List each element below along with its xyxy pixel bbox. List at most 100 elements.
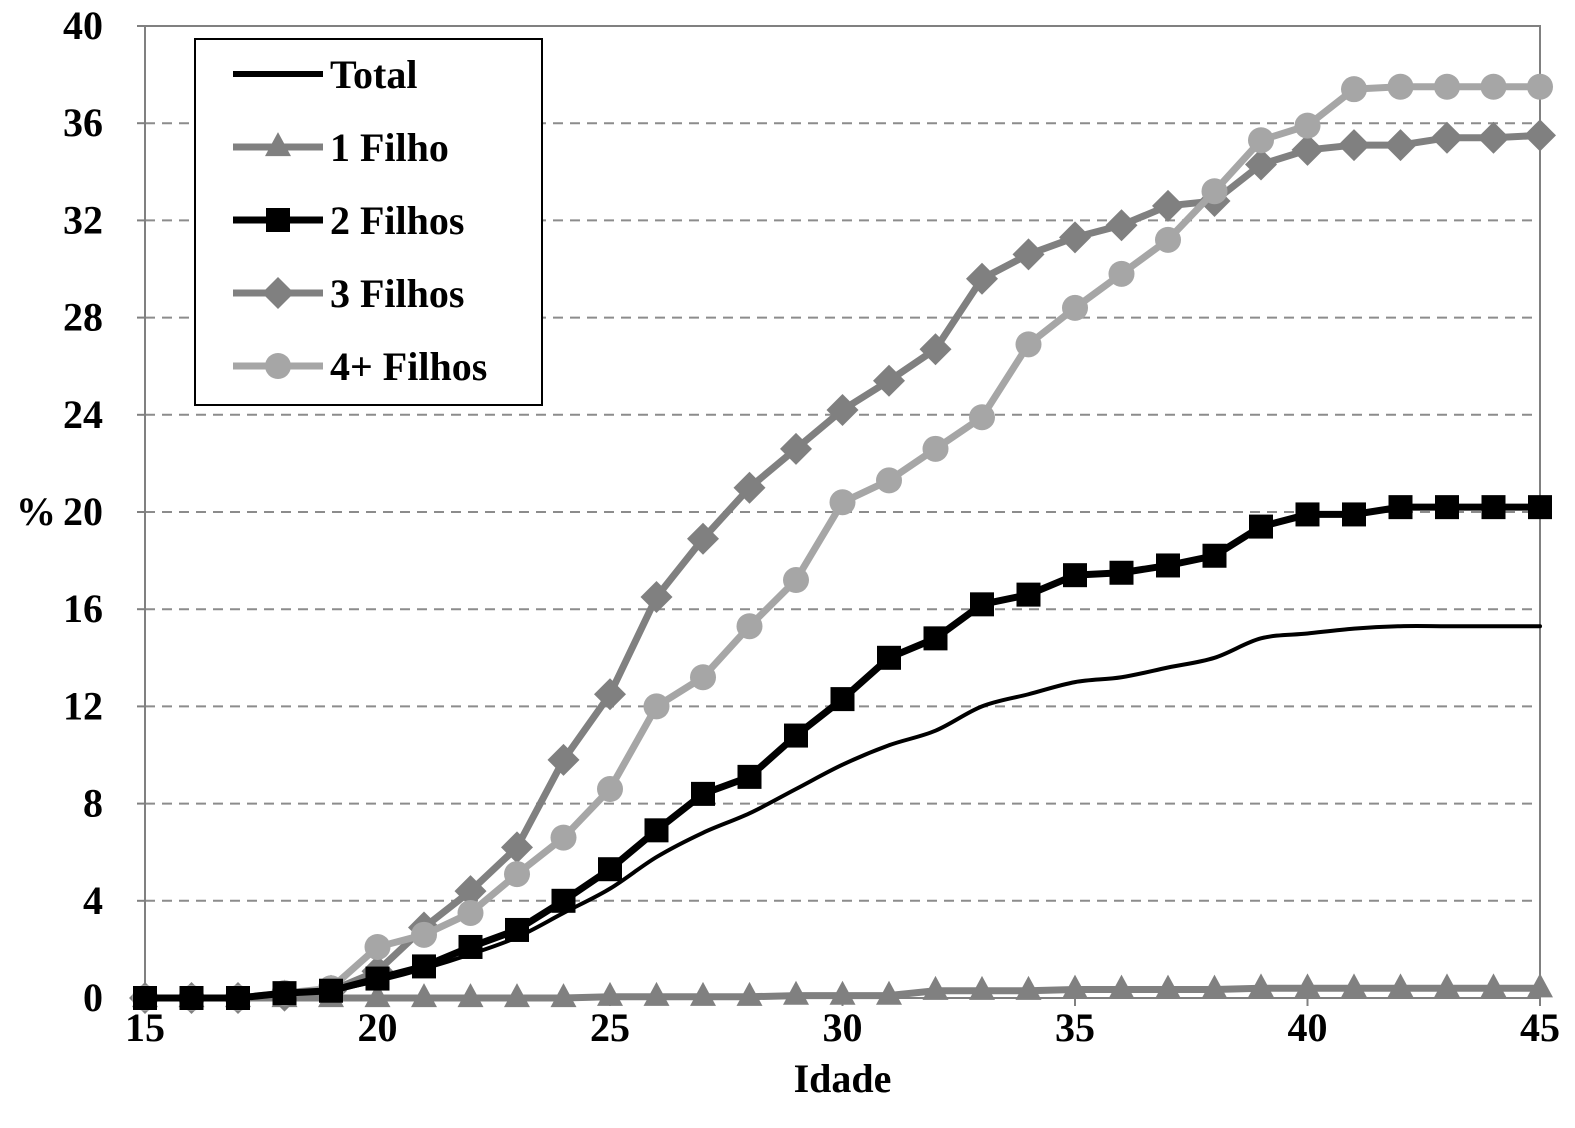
y-tick-label: 32 bbox=[63, 197, 103, 242]
data-point-1-filho-40 bbox=[1294, 973, 1321, 998]
data-point-3-filhos-34 bbox=[1012, 238, 1045, 271]
data-point-2-filhos-28 bbox=[737, 764, 762, 789]
y-tick-label: 0 bbox=[83, 975, 103, 1020]
x-tick-label: 20 bbox=[358, 1005, 398, 1050]
data-point-3-filhos-37 bbox=[1152, 189, 1184, 222]
data-point-2-filhos-21 bbox=[412, 954, 436, 979]
data-point-3-filhos-42 bbox=[1384, 129, 1417, 162]
data-point-1-filho-39 bbox=[1248, 973, 1274, 998]
data-point-3-filhos-32 bbox=[919, 333, 952, 366]
data-point-4plus-filhos-28 bbox=[736, 613, 763, 640]
data-point-1-filho-36 bbox=[1108, 974, 1135, 999]
y-tick-label: 8 bbox=[83, 781, 103, 826]
data-point-4plus-filhos-40 bbox=[1294, 112, 1321, 139]
data-point-2-filhos-34 bbox=[1016, 582, 1041, 607]
y-tick-label: 20 bbox=[63, 489, 103, 534]
data-point-2-filhos-18 bbox=[272, 981, 297, 1006]
data-point-1-filho-31 bbox=[876, 980, 902, 1005]
legend-marker-circle bbox=[265, 353, 291, 379]
data-point-3-filhos-28 bbox=[733, 471, 766, 504]
data-point-1-filho-24 bbox=[550, 983, 577, 1008]
series-total bbox=[143, 624, 1542, 1001]
data-point-4plus-filhos-42 bbox=[1387, 73, 1414, 100]
legend-label: 2 Filhos bbox=[330, 198, 464, 243]
data-point-4plus-filhos-29 bbox=[783, 567, 809, 594]
y-axis-ticks: 0 4 8 12 16 20 24 28 32 36 40 bbox=[63, 3, 145, 1020]
data-point-4plus-filhos-31 bbox=[876, 467, 902, 494]
data-point-2-filhos-29 bbox=[784, 723, 808, 748]
data-point-3-filhos-40 bbox=[1291, 133, 1324, 166]
data-point-4plus-filhos-38 bbox=[1201, 178, 1228, 205]
legend-marker-diamond bbox=[262, 277, 294, 309]
data-point-2-filhos-39 bbox=[1249, 514, 1273, 539]
legend-marker-triangle bbox=[265, 132, 291, 157]
series-line-total bbox=[143, 624, 1542, 1001]
data-point-1-filho-43 bbox=[1434, 973, 1460, 998]
data-point-4plus-filhos-27 bbox=[690, 664, 716, 691]
data-point-4plus-filhos-30 bbox=[829, 489, 856, 516]
data-point-2-filhos-33 bbox=[970, 592, 994, 617]
legend: Total 1 Filho 2 Filhos 3 Filhos 4+ Filhos bbox=[194, 38, 543, 406]
legend-label: 3 Filhos bbox=[330, 271, 464, 316]
data-point-2-filhos-23 bbox=[505, 917, 529, 942]
series-2-filhos bbox=[133, 495, 1552, 1010]
data-point-3-filhos-39 bbox=[1245, 148, 1277, 181]
data-point-3-filhos-41 bbox=[1338, 129, 1370, 162]
data-point-1-filho-27 bbox=[690, 981, 716, 1006]
data-point-1-filho-21 bbox=[411, 983, 437, 1008]
data-point-3-filhos-27 bbox=[687, 522, 719, 555]
legend-marker-square bbox=[266, 208, 290, 232]
data-point-2-filhos-15 bbox=[133, 986, 157, 1010]
x-tick-label: 40 bbox=[1288, 1005, 1328, 1050]
data-point-4plus-filhos-23 bbox=[504, 861, 530, 888]
data-point-2-filhos-27 bbox=[691, 781, 715, 806]
data-point-3-filhos-24 bbox=[547, 743, 580, 776]
data-point-1-filho-23 bbox=[504, 983, 530, 1008]
data-point-1-filho-37 bbox=[1155, 974, 1181, 999]
data-point-2-filhos-17 bbox=[226, 986, 250, 1010]
data-point-4plus-filhos-24 bbox=[550, 824, 577, 851]
legend-label: Total bbox=[330, 52, 417, 97]
data-point-1-filho-30 bbox=[829, 980, 856, 1005]
data-point-3-filhos-43 bbox=[1431, 121, 1463, 154]
data-point-1-filho-34 bbox=[1015, 975, 1042, 1000]
series-line-2-filhos bbox=[141, 503, 1544, 1002]
x-tick-label: 45 bbox=[1520, 1005, 1560, 1050]
data-point-2-filhos-31 bbox=[877, 645, 901, 670]
data-point-2-filhos-22 bbox=[458, 934, 483, 959]
data-point-3-filhos-44 bbox=[1477, 121, 1510, 154]
data-point-4plus-filhos-35 bbox=[1062, 294, 1088, 321]
data-point-4plus-filhos-32 bbox=[922, 435, 949, 462]
data-point-1-filho-35 bbox=[1062, 974, 1088, 999]
legend-item-3-filhos: 3 Filhos bbox=[233, 271, 464, 316]
data-point-2-filhos-24 bbox=[551, 888, 576, 913]
data-point-2-filhos-19 bbox=[319, 978, 343, 1003]
series-layer bbox=[129, 73, 1556, 1014]
data-point-3-filhos-23 bbox=[501, 831, 533, 864]
legend-label: 1 Filho bbox=[330, 125, 449, 170]
data-point-1-filho-29 bbox=[783, 980, 809, 1005]
data-point-1-filho-20 bbox=[364, 983, 391, 1008]
data-point-1-filho-26 bbox=[643, 981, 670, 1006]
legend-item-2-filhos: 2 Filhos bbox=[233, 198, 464, 243]
y-tick-label: 36 bbox=[63, 100, 103, 145]
data-point-1-filho-45 bbox=[1527, 973, 1553, 998]
data-point-2-filhos-43 bbox=[1435, 495, 1459, 520]
data-point-2-filhos-45 bbox=[1528, 495, 1552, 520]
legend-item-1-filho: 1 Filho bbox=[233, 125, 449, 170]
data-point-1-filho-33 bbox=[969, 975, 995, 1000]
data-point-3-filhos-31 bbox=[873, 364, 905, 397]
data-point-4plus-filhos-21 bbox=[411, 921, 437, 948]
data-point-4plus-filhos-33 bbox=[969, 404, 995, 431]
data-point-4plus-filhos-25 bbox=[597, 776, 623, 803]
y-tick-label: 40 bbox=[63, 3, 103, 48]
y-tick-label: 16 bbox=[63, 586, 103, 631]
data-point-3-filhos-29 bbox=[780, 432, 812, 465]
data-point-3-filhos-30 bbox=[826, 393, 859, 426]
data-point-1-filho-32 bbox=[922, 975, 949, 1000]
data-point-4plus-filhos-37 bbox=[1155, 226, 1181, 253]
data-point-3-filhos-33 bbox=[966, 262, 998, 295]
data-point-2-filhos-30 bbox=[830, 687, 855, 712]
x-tick-label: 30 bbox=[823, 1005, 863, 1050]
